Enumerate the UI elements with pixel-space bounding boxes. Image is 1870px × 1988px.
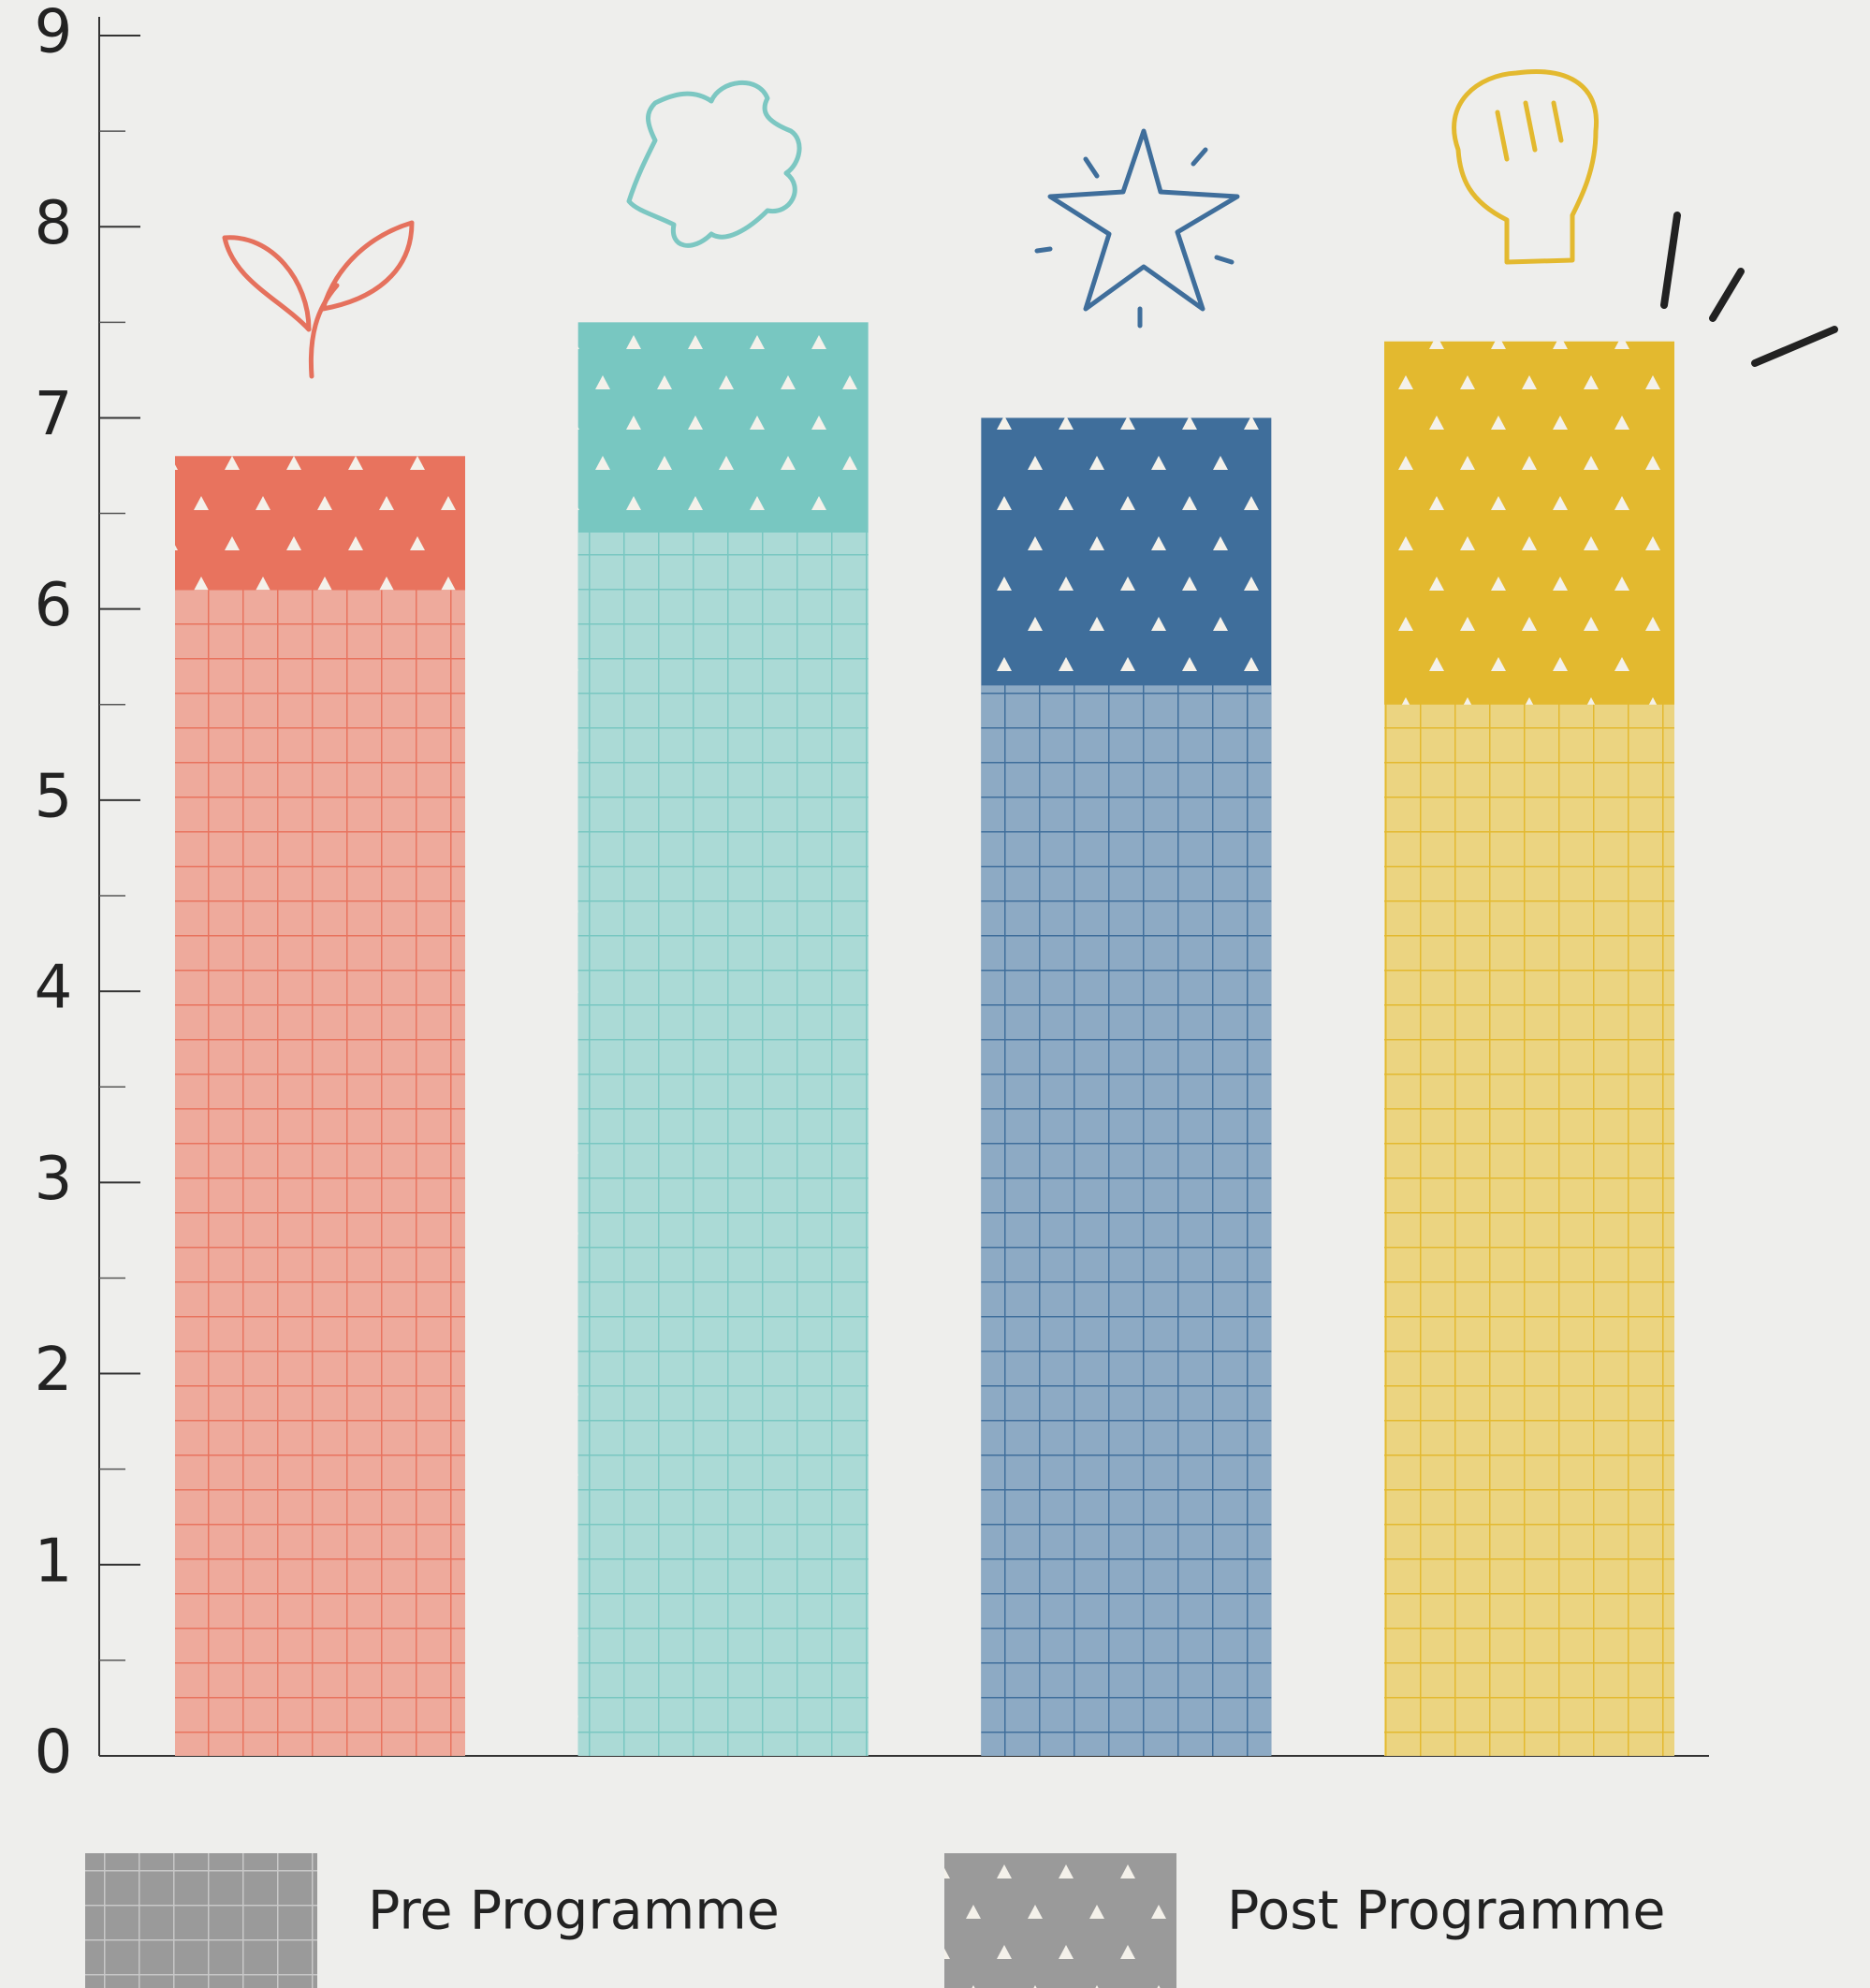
legend: Pre Programme Post Programme [85, 1853, 1665, 1988]
puzzle-icon [626, 80, 802, 248]
y-tick-label: 1 [35, 1527, 73, 1596]
y-tick-label: 5 [35, 762, 73, 831]
y-tick-label: 8 [35, 189, 73, 258]
y-tick-label: 4 [35, 954, 73, 1023]
y-tick-label: 6 [35, 571, 73, 640]
y-tick-label: 0 [35, 1718, 73, 1788]
legend-swatch [944, 1853, 1176, 1988]
y-tick-label: 2 [35, 1336, 73, 1405]
legend-label: Pre Programme [368, 1880, 780, 1942]
sprout-icon [222, 220, 415, 379]
pre-bar [981, 685, 1272, 1757]
legend-label: Post Programme [1227, 1880, 1665, 1942]
fist-icon [1452, 69, 1600, 265]
icons [222, 69, 1838, 379]
pre-bar [577, 532, 869, 1756]
y-tick-label: 9 [35, 0, 73, 67]
star-icon [1034, 128, 1240, 329]
pre-bar [175, 590, 465, 1757]
pre-bar [1384, 704, 1674, 1756]
burst-icon [1660, 212, 1838, 367]
legend-swatch [85, 1853, 317, 1988]
y-tick-label: 3 [35, 1145, 73, 1214]
y-tick-label: 7 [35, 380, 73, 449]
